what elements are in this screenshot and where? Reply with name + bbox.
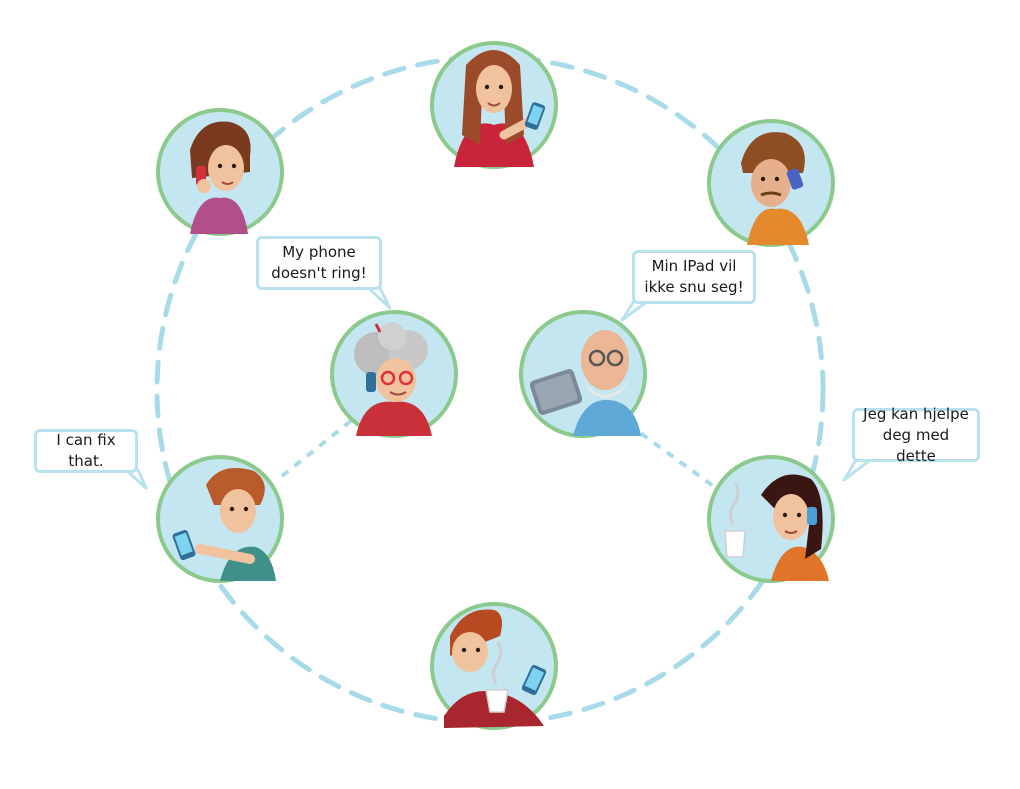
person-woman-left [156, 108, 284, 236]
man-with-phone-icon [172, 468, 276, 581]
grandmother-on-call-icon [354, 322, 432, 436]
speech-bubble-fix: I can fix that. [34, 429, 138, 473]
woman-with-phone-icon [454, 50, 546, 167]
bubble-text-phone-ring: My phone doesn't ring! [271, 243, 367, 282]
person-woman-coffee [707, 455, 835, 583]
bubble-text-ipad: Min IPad vil ikke snu seg! [644, 257, 744, 296]
speech-bubble-ipad: Min IPad vil ikke snu seg! [632, 250, 756, 304]
speech-bubble-help: Jeg kan hjelpe deg med dette [852, 405, 980, 465]
person-grandmother [330, 310, 458, 438]
woman-with-coffee-icon [724, 474, 829, 581]
bubble-text-fix: I can fix that. [56, 431, 116, 470]
speech-bubble-phone-ring: My phone doesn't ring! [256, 236, 382, 290]
boy-with-coffee-and-phone-icon [444, 609, 547, 728]
person-grandfather [519, 310, 647, 438]
connector-grandfather-helper [626, 422, 718, 490]
bubble-text-help: Jeg kan hjelpe deg med dette [863, 404, 969, 465]
person-boy-bottom [430, 602, 558, 730]
person-man-right [707, 119, 835, 247]
connector-helper-grandmother [280, 418, 354, 478]
person-helper-left [156, 455, 284, 583]
woman-on-call-icon [190, 121, 251, 234]
man-on-call-icon [741, 132, 809, 245]
grandfather-with-tablet-icon [529, 330, 641, 436]
person-woman-top [430, 41, 558, 169]
